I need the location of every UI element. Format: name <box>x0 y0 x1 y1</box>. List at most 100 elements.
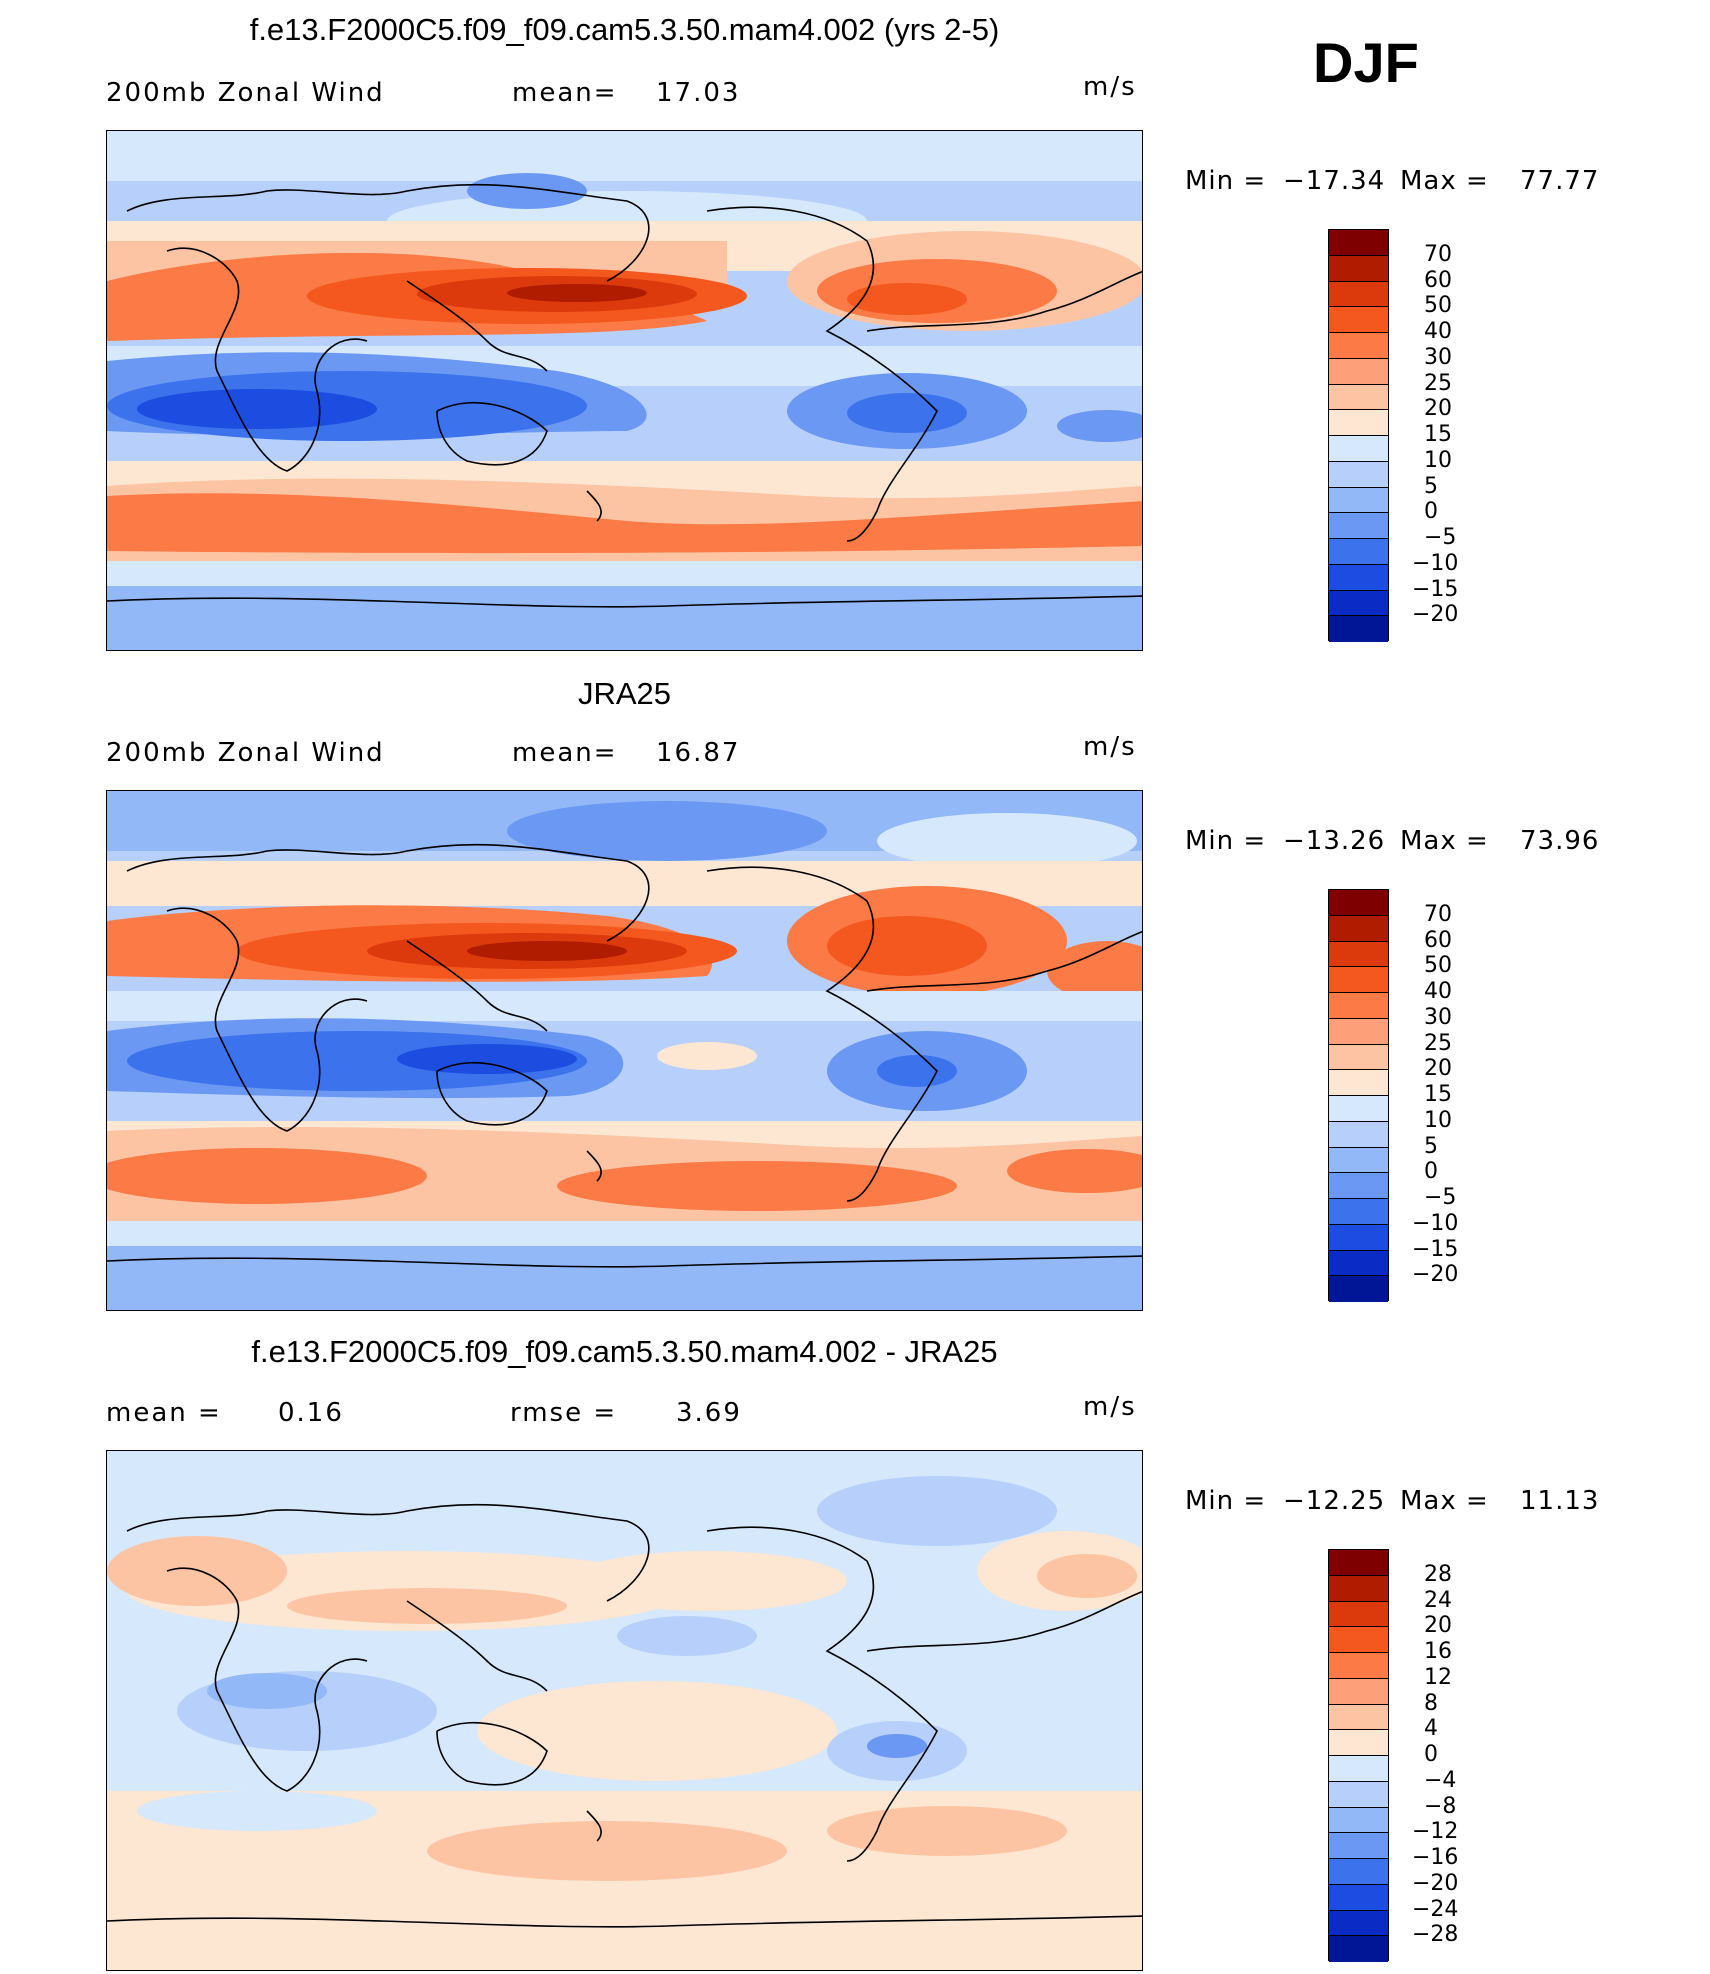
colorbar-swatch <box>1329 255 1388 282</box>
colorbar-swatch <box>1329 941 1388 968</box>
panel2-mean-label: mean= <box>512 738 618 768</box>
colorbar-swatch <box>1329 1678 1388 1705</box>
panel3-max-label: Max = <box>1400 1486 1489 1516</box>
panel2-max-label: Max = <box>1400 826 1489 856</box>
colorbar-swatch <box>1329 1276 1388 1302</box>
panel1-mean-label: mean= <box>512 78 618 108</box>
colorbar-swatch <box>1329 436 1388 462</box>
colorbar-swatch <box>1329 1936 1388 1962</box>
colorbar-label: −8 <box>1424 1793 1457 1819</box>
colorbar-swatch <box>1329 1250 1388 1277</box>
colorbar-label: −12 <box>1412 1819 1459 1845</box>
panel1-units: m/s <box>1083 72 1137 102</box>
colorbar-swatch <box>1329 1096 1388 1122</box>
panel3-max-value: 11.13 <box>1520 1486 1600 1516</box>
panel2-title: JRA25 <box>577 676 672 711</box>
colorbar-swatch <box>1329 1807 1388 1834</box>
colorbar-label: −10 <box>1412 550 1459 576</box>
colorbar-label: 10 <box>1424 1107 1452 1133</box>
colorbar-label: 20 <box>1424 396 1452 422</box>
panel2-colorbar-swatches <box>1329 890 1388 1302</box>
colorbar-label: 24 <box>1424 1587 1452 1613</box>
panel3-mean-value: 0.16 <box>278 1398 344 1428</box>
colorbar-label: −5 <box>1424 1185 1457 1210</box>
colorbar-swatch <box>1329 1121 1388 1148</box>
colorbar-swatch <box>1329 1070 1388 1096</box>
panel2-map <box>106 790 1143 1311</box>
colorbar-swatch <box>1329 1173 1388 1199</box>
colorbar-swatch <box>1329 487 1388 514</box>
colorbar-swatch <box>1329 410 1388 436</box>
panel1-variable-label: 200mb Zonal Wind <box>106 78 385 108</box>
colorbar-label: 5 <box>1424 473 1438 499</box>
colorbar-label: −28 <box>1412 1922 1459 1948</box>
colorbar-label: 0 <box>1424 499 1438 525</box>
panel3-mean-label: mean = <box>106 1398 222 1428</box>
panel3-colorbar-swatches <box>1329 1550 1388 1962</box>
colorbar-swatch <box>1329 461 1388 488</box>
colorbar-swatch <box>1329 1575 1388 1602</box>
panel3-rmse-value: 3.69 <box>676 1398 742 1428</box>
colorbar-swatch <box>1329 1199 1388 1225</box>
panel3-title: f.e13.F2000C5.f09_f09.cam5.3.50.mam4.002… <box>251 1334 998 1369</box>
colorbar-swatch <box>1329 358 1388 385</box>
colorbar-label: 5 <box>1424 1133 1438 1159</box>
panel2-max-value: 73.96 <box>1520 826 1600 856</box>
colorbar-swatch <box>1329 230 1388 256</box>
panel3-map <box>106 1450 1143 1971</box>
panel2-units: m/s <box>1083 732 1137 762</box>
colorbar-label: 0 <box>1424 1742 1438 1767</box>
colorbar-swatch <box>1329 1730 1388 1756</box>
colorbar-label: 8 <box>1424 1690 1438 1716</box>
colorbar-swatch <box>1329 993 1388 1019</box>
colorbar-swatch <box>1329 1910 1388 1937</box>
colorbar-swatch <box>1329 1550 1388 1576</box>
panel1-mean-value: 17.03 <box>656 78 741 108</box>
colorbar-label: −15 <box>1412 1236 1459 1262</box>
colorbar-swatch <box>1329 1884 1388 1911</box>
panel3-units: m/s <box>1083 1392 1137 1422</box>
colorbar-label: 60 <box>1424 927 1452 953</box>
colorbar-swatch <box>1329 1627 1388 1653</box>
colorbar-label: −4 <box>1424 1767 1457 1793</box>
colorbar-swatch <box>1329 1756 1388 1782</box>
panel1-map <box>106 130 1143 651</box>
panel1-colorbar <box>1328 229 1389 642</box>
panel2-variable-label: 200mb Zonal Wind <box>106 738 385 768</box>
colorbar-label: 4 <box>1424 1716 1438 1742</box>
colorbar-swatch <box>1329 1833 1388 1859</box>
colorbar-swatch <box>1329 1601 1388 1628</box>
panel1-max-label: Max = <box>1400 166 1489 196</box>
colorbar-swatch <box>1329 915 1388 942</box>
colorbar-swatch <box>1329 1781 1388 1808</box>
panel2-mean-value: 16.87 <box>656 738 741 768</box>
colorbar-label: 25 <box>1424 370 1452 396</box>
colorbar-swatch <box>1329 1018 1388 1045</box>
colorbar-swatch <box>1329 967 1388 993</box>
colorbar-label: 28 <box>1424 1561 1452 1587</box>
colorbar-label: 25 <box>1424 1030 1452 1056</box>
colorbar-label: 40 <box>1424 319 1452 344</box>
panel3-min-value: −12.25 <box>1283 1486 1386 1516</box>
colorbar-swatch <box>1329 1859 1388 1885</box>
colorbar-label: −20 <box>1412 1870 1459 1896</box>
colorbar-label: −5 <box>1424 525 1457 550</box>
colorbar-label: 0 <box>1424 1159 1438 1185</box>
colorbar-label: 20 <box>1424 1613 1452 1639</box>
panel1-min-value: −17.34 <box>1283 166 1386 196</box>
colorbar-swatch <box>1329 1044 1388 1071</box>
colorbar-swatch <box>1329 564 1388 591</box>
colorbar-swatch <box>1329 1704 1388 1731</box>
colorbar-swatch <box>1329 333 1388 359</box>
colorbar-swatch <box>1329 384 1388 411</box>
colorbar-swatch <box>1329 1147 1388 1174</box>
colorbar-label: 70 <box>1424 901 1452 927</box>
season-label: DJF <box>1313 31 1419 94</box>
colorbar-label: 10 <box>1424 447 1452 473</box>
colorbar-label: 50 <box>1424 953 1452 979</box>
colorbar-swatch <box>1329 307 1388 333</box>
colorbar-swatch <box>1329 1224 1388 1251</box>
colorbar-label: 70 <box>1424 241 1452 267</box>
colorbar-label: 15 <box>1424 1082 1452 1107</box>
panel2-min-value: −13.26 <box>1283 826 1386 856</box>
